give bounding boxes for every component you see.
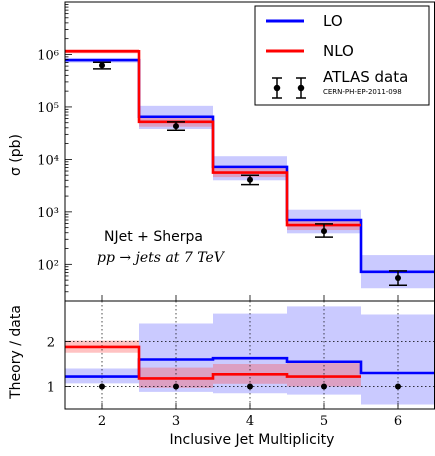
main-nlo-line (65, 49, 361, 227)
ratio-panel-bands (65, 306, 435, 405)
ratio-lo-band-6 (361, 314, 435, 405)
x-tick-label-6: 6 (394, 414, 402, 429)
main-y-tick-label-100000: 10⁵ (37, 101, 59, 116)
x-axis-label: Inclusive Jet Multiplicity (170, 432, 335, 448)
main-y-tick-label-1000000: 10⁶ (37, 48, 59, 63)
main-y-tick-label-10000: 10⁴ (37, 153, 59, 168)
legend-data-swatch (272, 77, 306, 99)
ratio-data-point-6 (395, 383, 401, 390)
main-data-point-6 (395, 274, 401, 281)
x-tick-label-4: 4 (246, 414, 254, 429)
generator-annotation: NJet + Sherpa (104, 229, 203, 245)
x-tick-label-2: 2 (98, 414, 106, 429)
ratio-data-point-5 (321, 383, 327, 390)
main-data-point-2 (99, 62, 105, 69)
ratio-data-point-2 (99, 383, 105, 390)
main-y-tick-label-100: 10² (37, 258, 59, 273)
ratio-nlo-band-5 (287, 363, 361, 387)
ratio-nlo-line (65, 345, 361, 380)
main-y-axis-label: σ (pb) (8, 134, 24, 176)
ratio-panel-data (99, 383, 401, 390)
main-y-tick-label-1000: 10³ (37, 206, 59, 221)
ratio-y-axis-label: Theory / data (8, 305, 24, 400)
x-tick-label-3: 3 (172, 414, 180, 429)
legend-data-label: ATLAS data (323, 68, 408, 86)
main-panel-data (93, 61, 407, 286)
main-panel-lines (65, 49, 435, 274)
main-lo-band-5 (287, 209, 361, 234)
legend-lo-label: LO (323, 12, 343, 30)
legend: LO NLO ATLAS data CERN-PH-EP-2011-098 (254, 5, 430, 106)
x-tick-label-5: 5 (320, 414, 328, 429)
main-data-point-5 (321, 228, 327, 235)
ratio-y-tick-label-1: 1 (47, 381, 55, 396)
process-annotation: pp → jets at 7 TeV (97, 250, 226, 266)
main-data-point-4 (247, 176, 253, 183)
main-data-point-3 (173, 123, 179, 130)
legend-nlo-label: NLO (323, 42, 354, 60)
ratio-panel-lines (65, 345, 435, 380)
ratio-y-tick-label-2: 2 (47, 336, 55, 351)
ratio-data-point-4 (247, 383, 253, 390)
legend-data-sublabel: CERN-PH-EP-2011-098 (323, 88, 402, 96)
ratio-data-point-3 (173, 383, 179, 390)
